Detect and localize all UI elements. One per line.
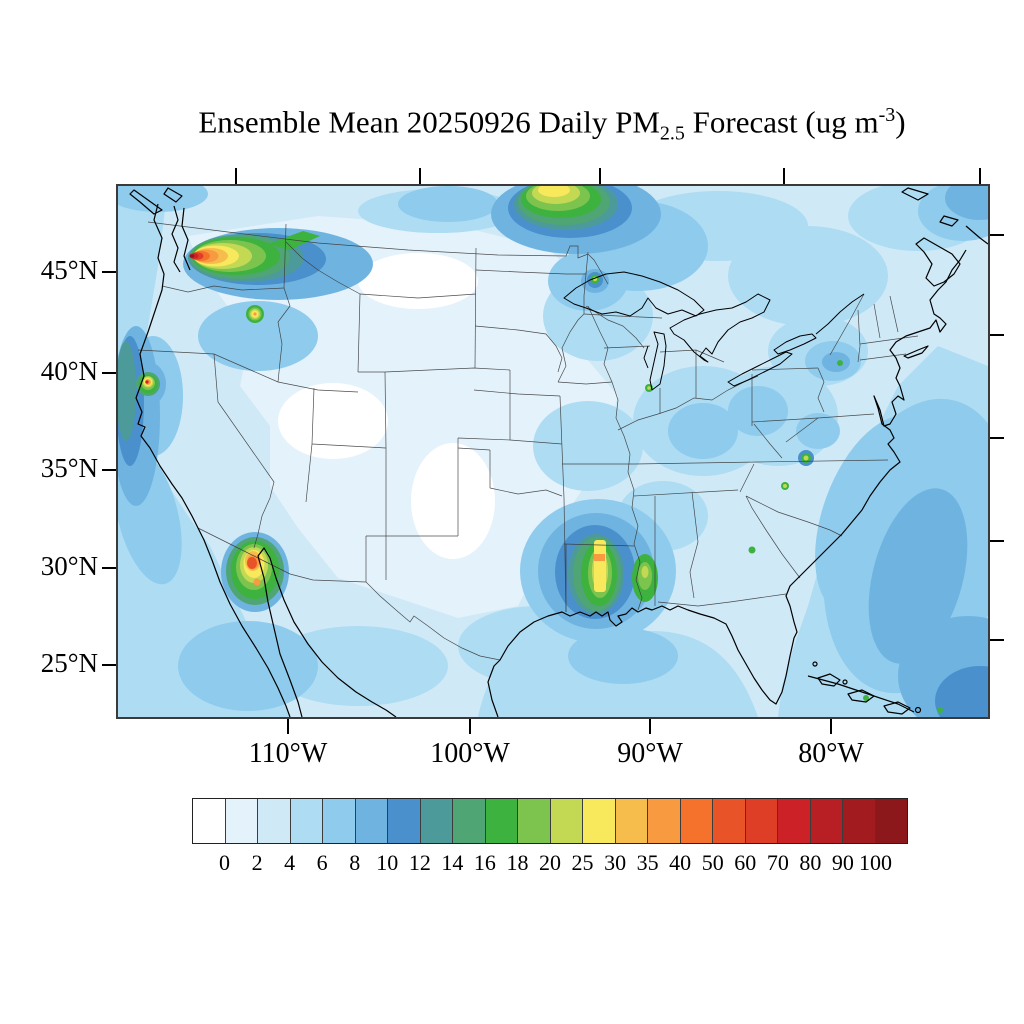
colorbar-tick-label: 16 bbox=[473, 850, 496, 875]
title-middle: Forecast (ug m bbox=[684, 104, 879, 140]
colorbar-tick-label: 10 bbox=[376, 850, 399, 875]
colorbar-cell bbox=[387, 799, 420, 843]
colorbar bbox=[192, 798, 908, 844]
colorbar-cell bbox=[712, 799, 745, 843]
colorbar-tick-label: 80 bbox=[799, 850, 822, 875]
lon-tick bbox=[287, 719, 289, 734]
colorbar-cell bbox=[224, 799, 257, 843]
great-lakes bbox=[563, 271, 865, 391]
contour-field bbox=[108, 174, 1024, 736]
lon-tick-label: 110°W bbox=[248, 738, 328, 769]
colorbar-cell bbox=[842, 799, 875, 843]
lat-tick-right bbox=[990, 437, 1004, 439]
colorbar-cell bbox=[452, 799, 485, 843]
colorbar-cell bbox=[354, 799, 387, 843]
lon-tick-label: 90°W bbox=[617, 738, 683, 769]
lon-tick-top bbox=[783, 168, 785, 184]
colorbar-tick-label: 4 bbox=[284, 850, 296, 875]
colorbar-tick-label: 2 bbox=[251, 850, 263, 875]
lat-tick-right bbox=[990, 334, 1004, 336]
title-prefix: Ensemble Mean 20250926 Daily PM bbox=[198, 104, 660, 140]
lat-tick-label: 30°N bbox=[40, 551, 98, 581]
lon-tick-top bbox=[979, 168, 981, 184]
lat-tick bbox=[102, 567, 116, 569]
colorbar-tick-label: 20 bbox=[539, 850, 561, 875]
lon-tick bbox=[469, 719, 471, 734]
lon-tick-top bbox=[599, 168, 601, 184]
colorbar-tick-label: 12 bbox=[408, 850, 431, 875]
map-plot-area bbox=[108, 174, 1024, 736]
lat-tick-label: 40°N bbox=[40, 356, 98, 386]
lon-tick bbox=[649, 719, 651, 734]
colorbar-cell bbox=[549, 799, 582, 843]
lat-tick bbox=[102, 271, 116, 273]
lon-tick-label: 100°W bbox=[430, 738, 510, 769]
state-borders bbox=[137, 221, 919, 661]
colorbar-tick-label: 40 bbox=[669, 850, 692, 875]
colorbar-cell bbox=[517, 799, 550, 843]
lat-tick bbox=[102, 664, 116, 666]
colorbar-tick-label: 18 bbox=[506, 850, 529, 875]
title-superscript: -3 bbox=[878, 104, 896, 126]
colorbar-cell bbox=[744, 799, 777, 843]
lat-tick-label: 35°N bbox=[40, 453, 98, 483]
colorbar-cell bbox=[289, 799, 322, 843]
colorbar-cell bbox=[484, 799, 517, 843]
colorbar-tick-label: 25 bbox=[571, 850, 594, 875]
lat-tick bbox=[102, 469, 116, 471]
colorbar-cell bbox=[257, 799, 290, 843]
colorbar-tick-label: 6 bbox=[316, 850, 328, 875]
colorbar-cell bbox=[647, 799, 680, 843]
lat-tick-right bbox=[990, 234, 1004, 236]
colorbar-tick-label: 0 bbox=[219, 850, 231, 875]
colorbar-tick-label: 8 bbox=[349, 850, 361, 875]
colorbar-tick-label: 50 bbox=[701, 850, 724, 875]
lon-tick-top bbox=[419, 168, 421, 184]
chart-title: Ensemble Mean 20250926 Daily PM2.5 Forec… bbox=[62, 104, 1024, 146]
colorbar-cell bbox=[419, 799, 452, 843]
colorbar-cell bbox=[874, 799, 907, 843]
lat-tick-right bbox=[990, 540, 1004, 542]
title-suffix: ) bbox=[895, 104, 906, 140]
colorbar-cell bbox=[614, 799, 647, 843]
coastline bbox=[129, 187, 989, 718]
colorbar-cell bbox=[679, 799, 712, 843]
colorbar-tick-label: 30 bbox=[604, 850, 627, 875]
title-subscript: 2.5 bbox=[659, 122, 685, 145]
colorbar-cell bbox=[809, 799, 842, 843]
lat-tick-label: 45°N bbox=[40, 255, 98, 285]
colorbar-cell bbox=[193, 799, 225, 843]
lat-tick-label: 25°N bbox=[40, 648, 98, 678]
colorbar-cell bbox=[777, 799, 810, 843]
colorbar-cell bbox=[582, 799, 615, 843]
colorbar-tick-label: 60 bbox=[734, 850, 757, 875]
lat-tick bbox=[102, 372, 116, 374]
colorbar-tick-label: 35 bbox=[636, 850, 659, 875]
colorbar-tick-label: 70 bbox=[766, 850, 789, 875]
colorbar-tick-label: 100 bbox=[858, 850, 892, 875]
lon-tick-label: 80°W bbox=[798, 738, 864, 769]
colorbar-cell bbox=[322, 799, 355, 843]
lon-tick bbox=[830, 719, 832, 734]
colorbar-tick-label: 14 bbox=[441, 850, 464, 875]
lat-tick-right bbox=[990, 639, 1004, 641]
pm25-contour-map bbox=[108, 174, 1024, 736]
lon-tick-top bbox=[235, 168, 237, 184]
colorbar-tick-label: 90 bbox=[831, 850, 854, 875]
